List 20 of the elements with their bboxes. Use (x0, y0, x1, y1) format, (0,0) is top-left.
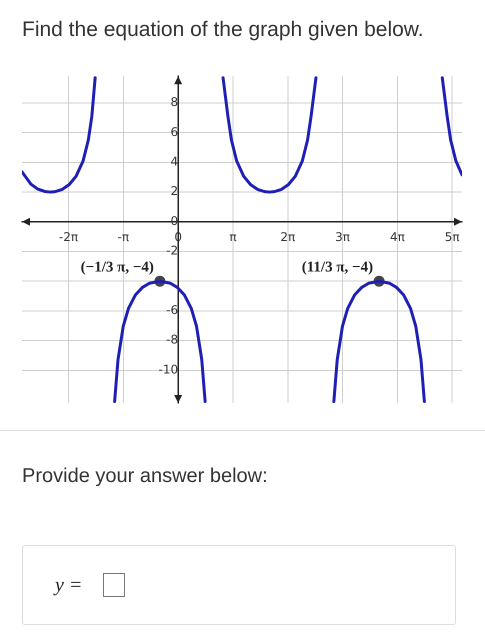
x-tick-label: 3π (335, 230, 350, 244)
chart-title: Find the equation of the graph given below. (22, 18, 424, 42)
y-tick-label: -10 (158, 362, 178, 376)
x-tick-label: -π (118, 230, 130, 244)
y-tick-label: 8 (170, 95, 178, 110)
y-tick-label: -8 (166, 332, 178, 347)
x-tick-label: π (229, 230, 237, 244)
annotation: (11/3 π, −4) (302, 260, 374, 276)
y-tick-label: 2 (170, 184, 178, 198)
text: Provide your answer below: (22, 465, 268, 488)
y-tick-label: 4 (170, 154, 178, 168)
answer-field: y = (22, 545, 456, 625)
x-tick-label: -2π (58, 230, 78, 244)
y-tick-label: -6 (166, 303, 178, 318)
annotation: (−1/3 π, −4) (80, 260, 154, 276)
x-tick-label: 5π (444, 230, 460, 244)
x-tick-label: 2π (280, 230, 296, 244)
y-tick-label: 6 (170, 124, 178, 139)
x-tick-label: 4π (390, 230, 405, 244)
y-tick-label: -2 (166, 244, 178, 258)
